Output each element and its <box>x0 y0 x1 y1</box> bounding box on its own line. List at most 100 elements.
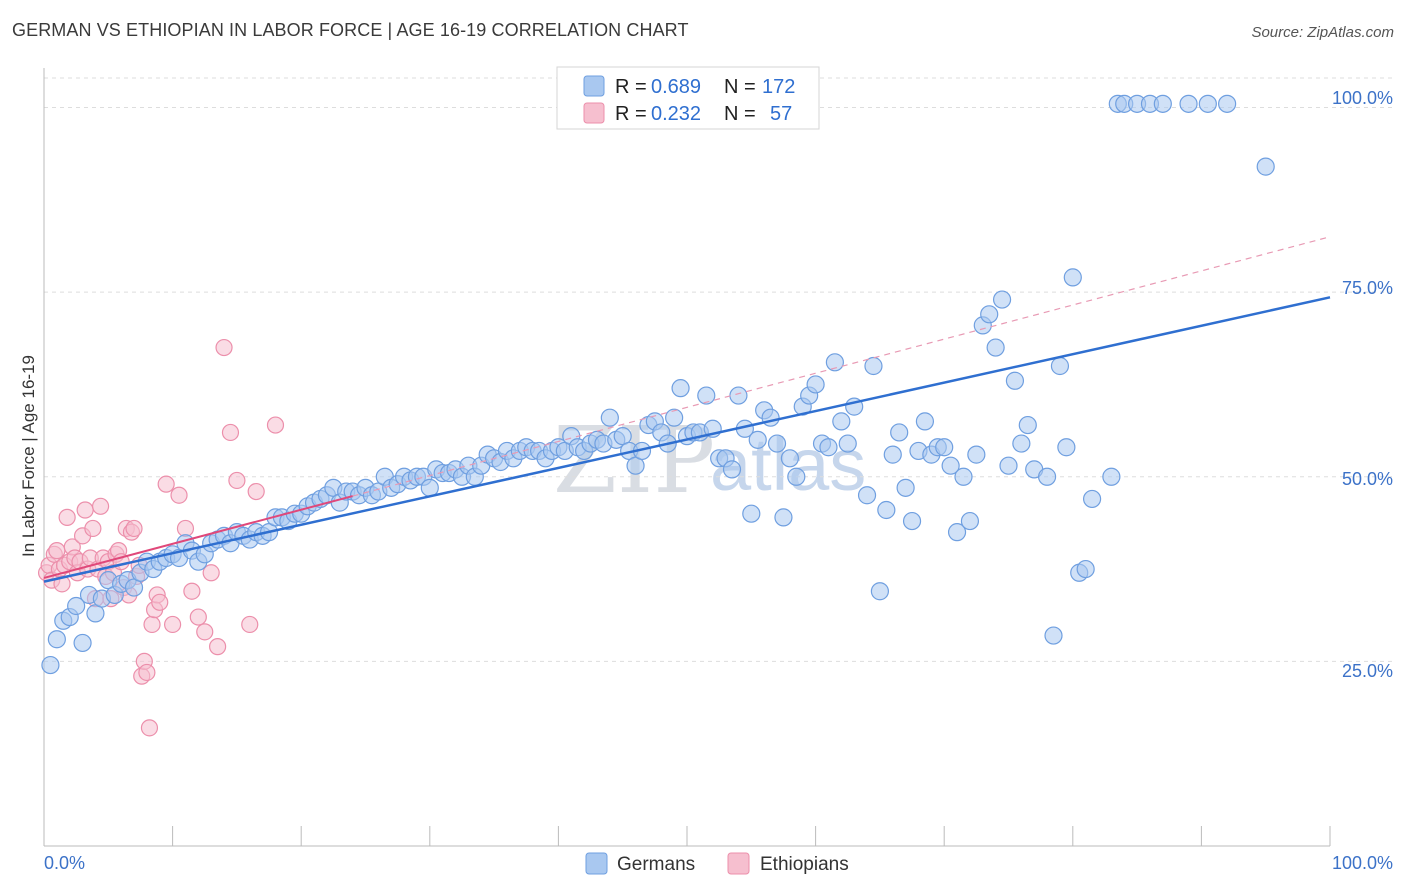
german-point <box>941 456 960 475</box>
ethiopian-point <box>183 582 201 600</box>
german-r-value: 0.689 <box>651 76 701 98</box>
german-point <box>1037 467 1057 486</box>
german-point <box>1063 268 1082 287</box>
german-point <box>960 511 980 531</box>
german-point <box>73 633 92 653</box>
german-point <box>838 434 857 453</box>
german-point <box>697 386 716 405</box>
german-r-label: R = <box>615 76 647 98</box>
german-point <box>825 353 844 372</box>
german-point <box>722 460 742 479</box>
german-point <box>1198 94 1217 113</box>
y-tick-75: 75.0% <box>1342 278 1393 298</box>
german-point <box>947 523 967 542</box>
german-point <box>967 445 986 464</box>
german-point <box>748 430 767 449</box>
gridlines <box>44 77 1393 662</box>
ethiopian-point <box>48 542 66 560</box>
german-n-label: N = <box>724 76 756 98</box>
ethiopian-point <box>209 638 227 656</box>
german-point <box>864 356 883 376</box>
german-point <box>1179 94 1198 113</box>
german-point <box>1102 467 1121 486</box>
ethiopian-n-value: 57 <box>770 103 792 125</box>
german-point <box>1005 371 1025 390</box>
stats-legend: R = 0.689 N = 172 R = 0.232 N = 57 <box>556 66 820 130</box>
german-point <box>870 582 890 601</box>
german-point <box>883 445 902 464</box>
german-point <box>761 408 780 427</box>
german-point <box>832 412 851 431</box>
ethiopian-r-value: 0.232 <box>651 103 701 125</box>
ethiopian-point <box>58 508 76 526</box>
ethiopian-trend-line <box>43 495 353 579</box>
x-tick-100: 100.0% <box>1332 853 1393 873</box>
german-point <box>1082 489 1102 509</box>
legend-germans-swatch <box>585 852 608 875</box>
ethiopian-point <box>189 608 207 626</box>
ethiopian-point <box>221 423 240 442</box>
ethiopian-point <box>140 719 159 737</box>
german-point <box>67 596 86 616</box>
ethiopian-point <box>84 519 102 538</box>
german-point <box>47 630 66 649</box>
ethiopian-trend-extension <box>352 236 1331 497</box>
german-n-value: 172 <box>762 76 795 98</box>
german-point <box>902 511 922 531</box>
german-point <box>600 408 619 427</box>
ethiopian-point <box>228 471 246 490</box>
x-axis-ticks <box>43 826 1331 846</box>
ethiopian-point <box>170 486 188 504</box>
german-point <box>980 305 999 324</box>
german-point <box>1256 157 1275 176</box>
german-point <box>742 504 761 523</box>
german-point <box>935 438 954 457</box>
german-trend-line <box>43 296 1331 583</box>
german-point <box>986 338 1005 357</box>
ethiopian-r-label: R = <box>615 103 647 125</box>
y-tick-100: 100.0% <box>1332 88 1393 108</box>
legend-ethiopians-swatch <box>727 852 750 875</box>
ethiopian-point <box>125 519 143 538</box>
ethiopian-point <box>164 615 182 634</box>
ethiopian-point <box>76 501 94 519</box>
ethiopian-point <box>157 475 175 493</box>
german-point <box>671 379 690 398</box>
german-point <box>890 423 909 442</box>
legend-ethiopians-label: Ethiopians <box>760 854 849 875</box>
ethiopian-point <box>53 575 71 593</box>
german-point <box>767 434 787 453</box>
german-point <box>729 386 748 405</box>
german-point <box>992 290 1012 309</box>
ethiopian-point <box>138 663 156 682</box>
german-point <box>896 478 915 497</box>
series-legend: Germans Ethiopians <box>585 852 849 875</box>
legend-germans-label: Germans <box>617 854 695 875</box>
german-point <box>954 467 973 486</box>
ethiopian-point <box>241 615 259 634</box>
german-point <box>877 500 896 520</box>
german-point <box>41 655 60 675</box>
ethiopian-n-label: N = <box>724 103 756 125</box>
ethiopian-point <box>143 615 161 634</box>
german-points <box>41 94 1275 675</box>
ethiopian-point <box>176 519 195 538</box>
chart-title: GERMAN VS ETHIOPIAN IN LABOR FORCE | AGE… <box>12 20 689 40</box>
german-point <box>806 375 825 394</box>
y-axis-label: In Labor Force | Age 16-19 <box>19 355 38 557</box>
german-point <box>1044 626 1063 645</box>
german-point <box>819 438 838 457</box>
german-point <box>1153 94 1172 113</box>
ethiopian-point <box>202 564 220 582</box>
german-point <box>1076 559 1095 579</box>
ethiopian-point <box>266 416 285 434</box>
german-point <box>780 449 799 468</box>
german-point <box>1057 438 1076 457</box>
german-point <box>1012 434 1031 453</box>
ethiopian-point <box>196 623 214 641</box>
german-point <box>787 467 806 486</box>
german-point <box>999 456 1018 475</box>
y-tick-50: 50.0% <box>1342 469 1393 489</box>
german-point <box>774 508 793 527</box>
